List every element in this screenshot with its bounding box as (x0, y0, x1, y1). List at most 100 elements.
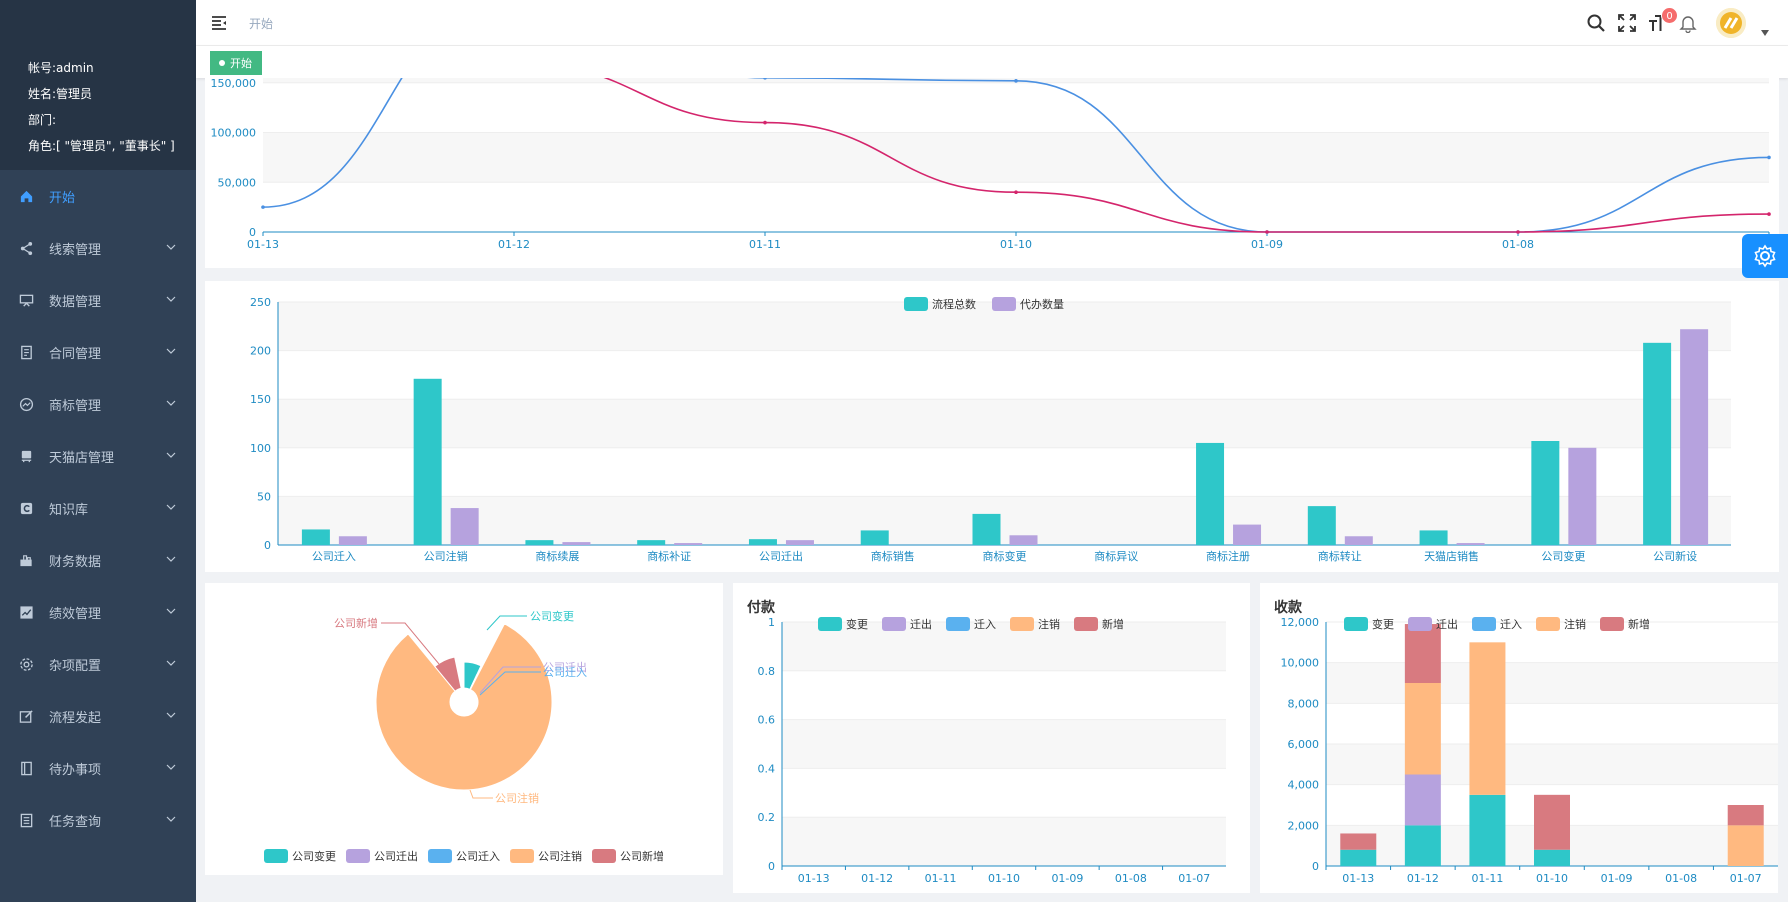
payment-chart-panel: 0 0.2 0.4 0.6 0.8 1 01-13 01-12 01-11 01-10 01-09 0… (733, 583, 1250, 893)
grid-band (1326, 744, 1778, 785)
slice-label: 公司新增 (334, 616, 378, 630)
user-account: 帐号:admin (28, 61, 94, 75)
settings-button[interactable] (1742, 234, 1788, 278)
slice-label: 公司变更 (530, 609, 574, 623)
chevron-down-icon (166, 556, 176, 562)
sidebar-item[interactable]: 流程发起 (0, 690, 196, 742)
x-tick-label: 01-10 (988, 872, 1020, 885)
x-tick-label: 01-09 (1051, 872, 1083, 885)
stacked-bar (1727, 805, 1764, 826)
legend-label: 注销 (1038, 617, 1060, 631)
sidebar-item-label: 流程发起 (49, 710, 102, 726)
label-line (381, 622, 440, 665)
sidebar-item-label: 杂项配置 (49, 658, 102, 674)
bell-icon[interactable] (1678, 13, 1698, 33)
sidebar-item-label: 合同管理 (49, 346, 102, 362)
stacked-bar (1404, 624, 1441, 683)
legend-label: 变更 (1372, 617, 1394, 631)
chevron-down-icon (166, 348, 176, 354)
legend-label: 迁出 (910, 617, 932, 631)
stacked-bar (1340, 833, 1377, 850)
x-tick-label: 01-07 (1178, 872, 1210, 885)
y-tick-label: 0 (264, 539, 271, 552)
chevron-down-icon (166, 244, 176, 250)
y-tick-label: 100 (250, 442, 271, 455)
line-chart-panel: 0 50,000 100,000 150,000 01-13 01-12 01-11 01-1… (205, 78, 1779, 268)
sidebar-item-label: 开始 (49, 190, 76, 206)
sidebar-item[interactable]: 天猫店管理 (0, 430, 196, 482)
legend-swatch (882, 617, 906, 631)
tag-home[interactable]: 开始 (210, 51, 262, 75)
y-tick-label: 0 (1312, 860, 1319, 873)
y-tick-label: 150 (250, 393, 271, 406)
sidebar-item[interactable]: 财务数据 (0, 534, 196, 586)
bar (972, 513, 1001, 545)
x-tick-label: 商标变更 (983, 549, 1027, 563)
legend-label: 公司注销 (538, 849, 582, 863)
caret-down-icon[interactable] (1761, 30, 1769, 36)
pie-slice (375, 623, 553, 791)
legend-swatch (1074, 617, 1098, 631)
sidebar-item[interactable]: 任务查询 (0, 794, 196, 846)
x-tick-label: 01-09 (1601, 872, 1633, 885)
sidebar-item[interactable]: 数据管理 (0, 274, 196, 326)
chevron-down-icon (166, 660, 176, 666)
gear-icon (18, 656, 34, 672)
x-tick-label: 01-13 (1342, 872, 1374, 885)
fullscreen-icon[interactable] (1617, 13, 1637, 33)
pie-chart-panel: 公司变更 公司迁出 公司迁入 公司注销 公司新增 公司变更 公司迁出 公司迁入 公司注销 公司新增 (205, 583, 723, 875)
data-point (261, 205, 265, 209)
data-point (1516, 230, 1520, 234)
notification-badge: 0 (1661, 7, 1678, 24)
sidebar-item-label: 待办事项 (49, 762, 102, 778)
tags-view: 开始 (196, 46, 1788, 78)
monitor-icon (18, 292, 34, 308)
sidebar-item[interactable]: 知识库 (0, 482, 196, 534)
breadcrumb[interactable]: 开始 (249, 17, 274, 31)
y-tick-label: 0.8 (758, 665, 776, 678)
sidebar-item-label: 财务数据 (49, 554, 102, 570)
x-tick-label: 01-12 (861, 872, 893, 885)
stacked-bar (1534, 849, 1570, 866)
dashboard-icon (18, 396, 34, 412)
x-tick-label: 01-10 (1000, 238, 1032, 251)
grid-band (278, 399, 1731, 448)
sidebar-item[interactable]: 商标管理 (0, 378, 196, 430)
data-point (1767, 155, 1771, 160)
user-roles: 角色:[ "管理员", "董事长" ] (28, 139, 175, 153)
legend-swatch (1344, 617, 1368, 631)
sidebar-item[interactable]: 杂项配置 (0, 638, 196, 690)
sidebar-item-label: 绩效管理 (49, 606, 102, 622)
grid-band (782, 817, 1226, 866)
receipt-chart-title: 收款 (1274, 600, 1302, 616)
legend-label: 变更 (846, 617, 868, 631)
sidebar-item[interactable]: 绩效管理 (0, 586, 196, 638)
bar (1568, 447, 1597, 545)
sidebar-item[interactable]: 待办事项 (0, 742, 196, 794)
x-tick-label: 商标销售 (871, 549, 915, 563)
sidebar-item-label: 知识库 (49, 502, 89, 518)
sidebar-item[interactable]: 开始 (0, 170, 196, 222)
book-icon (18, 500, 34, 516)
user-name: 姓名:管理员 (28, 87, 93, 101)
legend-swatch (904, 297, 928, 311)
bar (338, 536, 367, 545)
y-tick-label: 200 (250, 345, 271, 358)
font-size-icon[interactable] (1648, 13, 1668, 33)
chevron-down-icon (166, 296, 176, 302)
hamburger-icon[interactable] (210, 14, 228, 32)
y-tick-label: 0 (768, 860, 775, 873)
navbar: 开始 0 (196, 0, 1788, 46)
x-tick-label: 公司新设 (1653, 549, 1697, 563)
chevron-down-icon (166, 504, 176, 510)
stacked-bar (1404, 774, 1441, 826)
legend-label: 迁出 (1436, 617, 1458, 631)
sidebar-item[interactable]: 合同管理 (0, 326, 196, 378)
search-icon[interactable] (1586, 13, 1606, 33)
x-tick-label: 01-07 (1730, 872, 1762, 885)
legend-label: 公司迁出 (374, 849, 418, 863)
y-tick-label: 1 (768, 616, 775, 629)
sidebar-item[interactable]: 线索管理 (0, 222, 196, 274)
bar (1680, 329, 1709, 545)
avatar[interactable] (1716, 8, 1746, 38)
